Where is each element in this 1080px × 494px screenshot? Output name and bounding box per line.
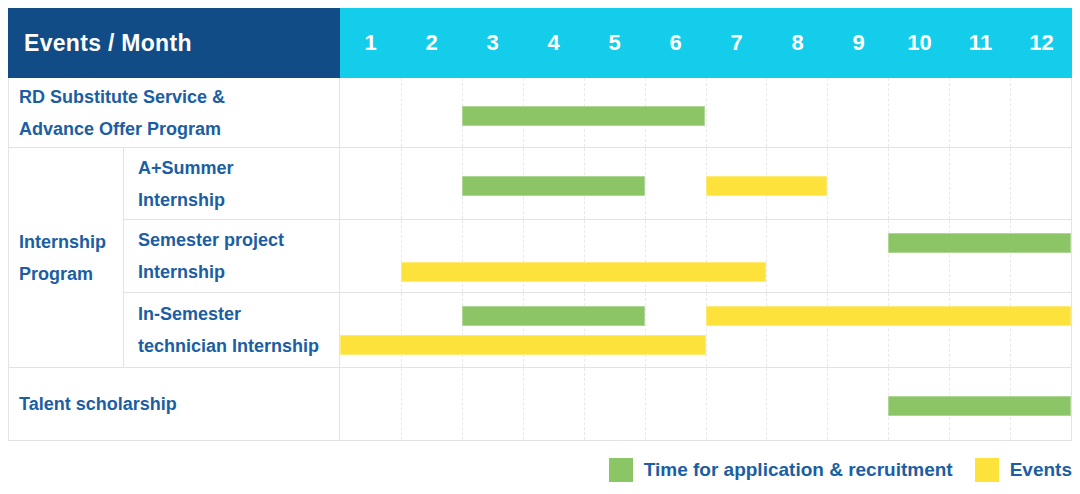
month-gridline — [888, 293, 889, 367]
month-header-6: 6 — [645, 8, 706, 78]
recruitment-bar — [462, 306, 645, 326]
month-gridline — [645, 293, 646, 367]
month-gridline — [462, 293, 463, 367]
month-gridline — [401, 368, 402, 440]
month-gridline — [888, 148, 889, 219]
month-gridline — [401, 293, 402, 367]
group-label-internship-program-line: Internship — [19, 226, 123, 258]
row-label-talent-scholarship: Talent scholarship — [8, 368, 340, 441]
legend: Time for application & recruitment Events — [8, 454, 1072, 486]
month-header-8: 8 — [767, 8, 828, 78]
events-month-gantt-table: Events / Month 123456789101112Internship… — [8, 8, 1072, 441]
row-label-rd-substitute-advance-offer: RD Substitute Service &Advance Offer Pro… — [8, 78, 340, 148]
month-gridline — [766, 293, 767, 367]
month-header-9: 9 — [828, 8, 889, 78]
chart-row-in-semester-technician-internship — [340, 293, 1072, 368]
month-gridline — [706, 368, 707, 440]
chart-row-rd-substitute-advance-offer — [340, 78, 1072, 148]
row-label-rd-substitute-advance-offer-line: RD Substitute Service & — [19, 81, 339, 113]
month-gridline — [949, 78, 950, 147]
month-header-1: 1 — [340, 8, 401, 78]
month-header-12: 12 — [1011, 8, 1072, 78]
month-header-2: 2 — [401, 8, 462, 78]
legend-item-event: Events — [975, 458, 1072, 482]
event-bar — [340, 335, 706, 355]
recruitment-swatch — [609, 458, 633, 482]
legend-item-recruitment: Time for application & recruitment — [609, 458, 953, 482]
month-gridline — [1010, 293, 1011, 367]
month-header-3: 3 — [462, 8, 523, 78]
month-gridline — [523, 368, 524, 440]
group-label-internship-program: InternshipProgram — [8, 148, 124, 368]
month-gridline — [827, 293, 828, 367]
month-gridline — [766, 78, 767, 147]
recruitment-bar — [888, 396, 1071, 416]
month-gridline — [584, 293, 585, 367]
month-gridline — [827, 220, 828, 292]
table-header-label: Events / Month — [8, 8, 340, 78]
month-gridline — [766, 368, 767, 440]
recruitment-bar — [888, 233, 1071, 253]
month-header-7: 7 — [706, 8, 767, 78]
chart-row-talent-scholarship — [340, 368, 1072, 441]
recruitment-bar — [462, 176, 645, 196]
month-gridline — [766, 220, 767, 292]
month-gridline — [523, 293, 524, 367]
group-label-internship-program-line: Program — [19, 258, 123, 290]
row-label-semester-project-internship-line: Semester project — [138, 224, 339, 256]
row-label-in-semester-technician-internship-line: technician Internship — [138, 330, 339, 362]
month-gridline — [706, 293, 707, 367]
month-gridline — [401, 78, 402, 147]
month-gridline — [584, 368, 585, 440]
month-gridline — [462, 368, 463, 440]
month-gridline — [949, 148, 950, 219]
row-label-rd-substitute-advance-offer-line: Advance Offer Program — [19, 113, 339, 145]
recruitment-bar — [462, 106, 706, 126]
month-header-5: 5 — [584, 8, 645, 78]
month-gridline — [827, 148, 828, 219]
row-label-a-plus-summer-internship-line: A+Summer — [138, 152, 339, 184]
event-swatch — [975, 458, 999, 482]
chart-row-a-plus-summer-internship — [340, 148, 1072, 220]
month-gridline — [1010, 78, 1011, 147]
month-header-11: 11 — [950, 8, 1011, 78]
month-gridline — [1010, 148, 1011, 219]
month-gridline — [888, 78, 889, 147]
event-bar — [706, 306, 1072, 326]
month-header-4: 4 — [523, 8, 584, 78]
event-bar — [706, 176, 828, 196]
row-label-semester-project-internship: Semester projectInternship — [124, 220, 340, 293]
event-bar — [401, 262, 767, 282]
month-gridline — [401, 148, 402, 219]
month-gridline — [1010, 220, 1011, 292]
month-gridline — [706, 78, 707, 147]
month-gridline — [645, 368, 646, 440]
row-label-talent-scholarship-line: Talent scholarship — [19, 388, 339, 420]
month-gridline — [827, 78, 828, 147]
month-header-10: 10 — [889, 8, 950, 78]
row-label-a-plus-summer-internship: A+SummerInternship — [124, 148, 340, 220]
chart-row-semester-project-internship — [340, 220, 1072, 293]
month-gridline — [949, 220, 950, 292]
month-gridline — [888, 220, 889, 292]
legend-label-event: Events — [1010, 459, 1072, 481]
month-gridline — [827, 368, 828, 440]
legend-label-recruitment: Time for application & recruitment — [644, 459, 953, 481]
row-label-semester-project-internship-line: Internship — [138, 256, 339, 288]
row-label-in-semester-technician-internship-line: In-Semester — [138, 298, 339, 330]
month-gridline — [645, 148, 646, 219]
row-label-a-plus-summer-internship-line: Internship — [138, 184, 339, 216]
month-gridline — [949, 293, 950, 367]
row-label-in-semester-technician-internship: In-Semestertechnician Internship — [124, 293, 340, 368]
